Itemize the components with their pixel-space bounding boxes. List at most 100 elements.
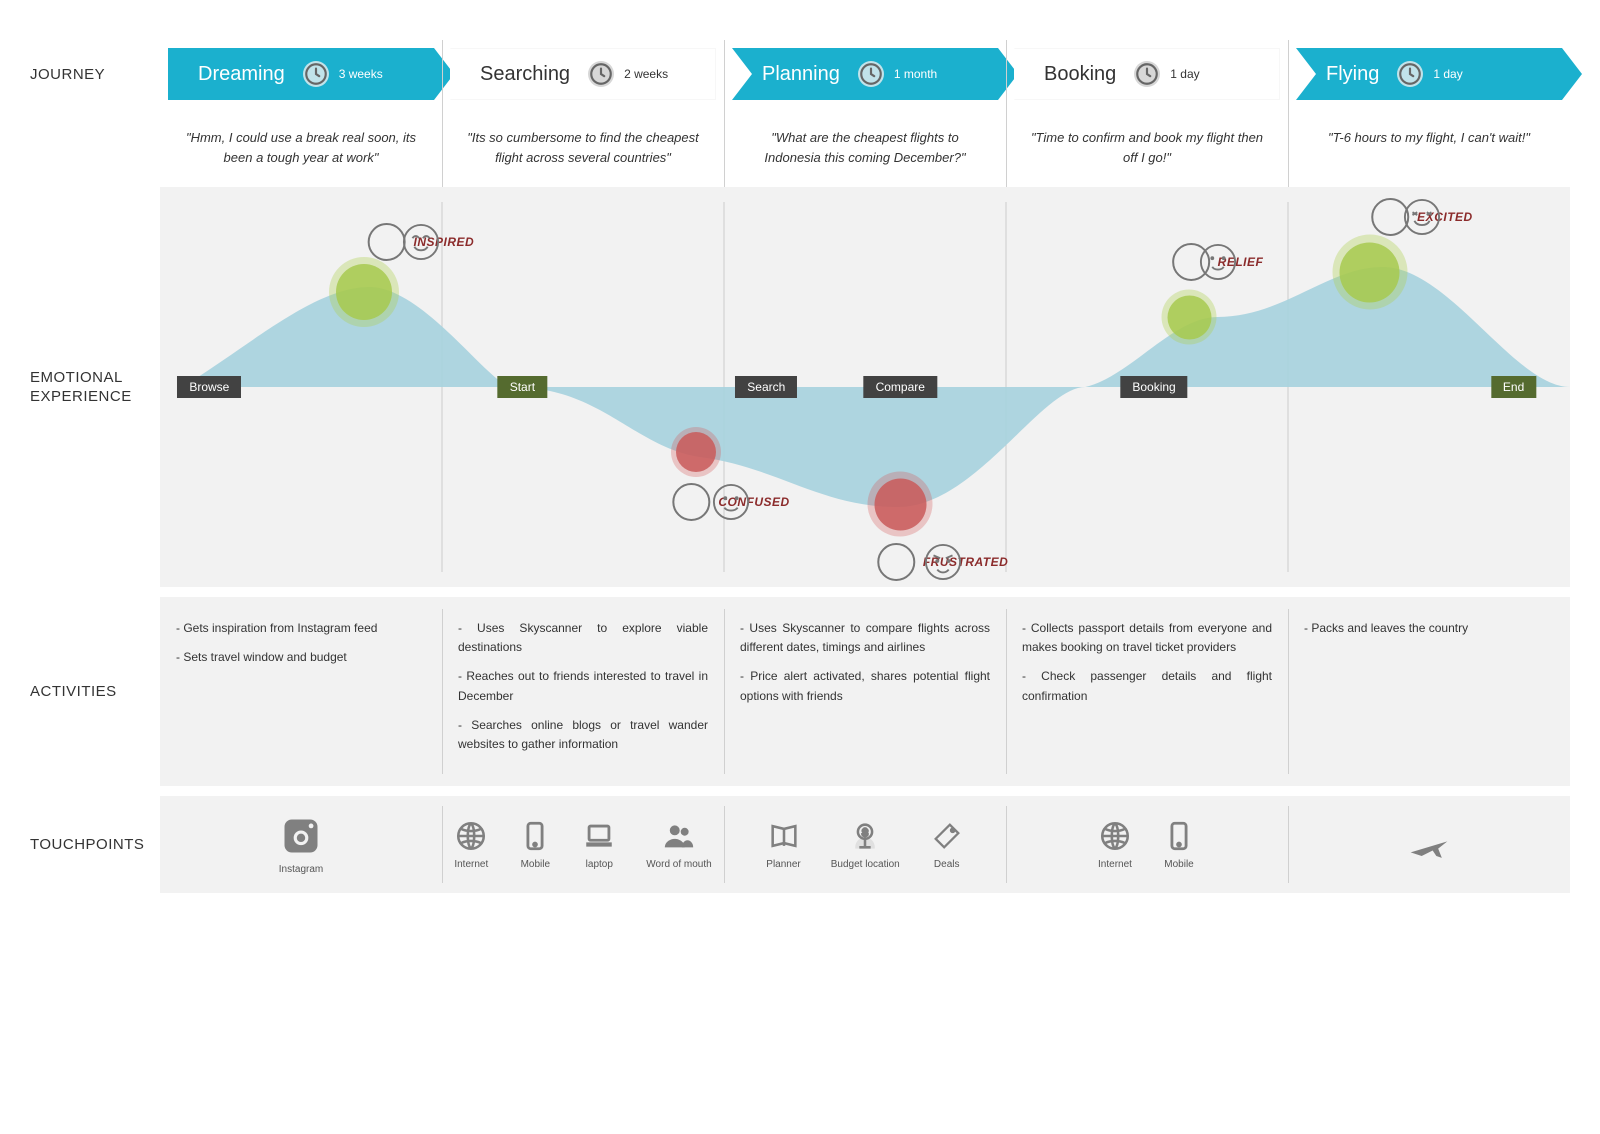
stage-title: Dreaming xyxy=(198,63,285,86)
quote-stage: "Hmm, I could use a break real soon, its… xyxy=(160,108,442,187)
touchpoint-stage: Internet Mobile xyxy=(1006,796,1288,893)
planner-icon xyxy=(767,819,801,853)
row-label-emotional: EMOTIONALEXPERIENCE xyxy=(30,187,160,587)
emotion-face: FRUSTRATED xyxy=(877,543,1008,581)
row-label-journey: JOURNEY xyxy=(30,40,160,108)
clock-icon xyxy=(858,61,884,87)
mobile-icon xyxy=(1162,819,1196,853)
touchpoint-stage xyxy=(1288,796,1570,893)
activity-item: - Packs and leaves the country xyxy=(1304,619,1554,638)
laptop-icon xyxy=(582,819,616,853)
stage-arrow: Booking 1 day xyxy=(1014,48,1280,100)
stage-arrow: Planning 1 month xyxy=(732,48,998,100)
activity-stage: - Collects passport details from everyon… xyxy=(1006,597,1288,786)
touchpoint-label: laptop xyxy=(586,859,613,870)
activity-item: - Sets travel window and budget xyxy=(176,648,426,667)
touchpoint-stage: Instagram xyxy=(160,796,442,893)
activity-item: - Uses Skyscanner to compare flights acr… xyxy=(740,619,990,657)
stage-duration: 3 weeks xyxy=(339,67,383,81)
touchpoint-label: Instagram xyxy=(279,864,323,875)
stage-duration: 1 day xyxy=(1170,67,1199,81)
stage-quote: "Hmm, I could use a break real soon, its… xyxy=(184,128,418,167)
quote-stages: "Hmm, I could use a break real soon, its… xyxy=(160,108,1570,187)
activity-item: - Reaches out to friends interested to t… xyxy=(458,667,708,705)
activity-item: - Uses Skyscanner to explore viable dest… xyxy=(458,619,708,657)
emotion-face: RELIEF xyxy=(1172,243,1264,281)
emotion-face: CONFUSED xyxy=(672,483,789,521)
stage-quote: "Time to confirm and book my flight then… xyxy=(1030,128,1264,167)
touchpoint-item xyxy=(1407,823,1451,867)
stage-arrow: Dreaming 3 weeks xyxy=(168,48,434,100)
instagram-icon xyxy=(279,814,323,858)
emotion-face: EXCITED xyxy=(1371,198,1473,236)
activity-stage: - Uses Skyscanner to compare flights acr… xyxy=(724,597,1006,786)
touchpoint-label: Mobile xyxy=(521,859,550,870)
emotion-bubble xyxy=(1332,235,1407,310)
touchpoint-label: Word of mouth xyxy=(646,859,711,870)
plane-icon xyxy=(1407,823,1451,867)
journey-stages: Dreaming 3 weeks Searching 2 weeks Plann… xyxy=(160,40,1570,108)
face-icon-confused xyxy=(672,483,710,521)
stage-title: Booking xyxy=(1044,63,1116,86)
stage-quote: "T-6 hours to my flight, I can't wait!" xyxy=(1312,128,1546,148)
activity-item: - Check passenger details and flight con… xyxy=(1022,667,1272,705)
quote-stage: "Time to confirm and book my flight then… xyxy=(1006,108,1288,187)
journey-stage: Flying 1 day xyxy=(1288,40,1570,108)
touchpoint-label: Mobile xyxy=(1164,859,1193,870)
touchpoint-item: Internet xyxy=(454,819,488,870)
row-label-touchpoints: TOUCHPOINTS xyxy=(30,796,160,893)
emotion-marker: Booking xyxy=(1120,376,1187,398)
emotion-marker: Start xyxy=(498,376,547,398)
stage-quote: "Its so cumbersome to find the cheapest … xyxy=(466,128,700,167)
face-icon-relief xyxy=(1172,243,1210,281)
activity-stages: - Gets inspiration from Instagram feed - … xyxy=(160,597,1570,786)
touchpoints-row: TOUCHPOINTS Instagram Internet Mobile la… xyxy=(30,796,1570,893)
touchpoint-item: Planner xyxy=(766,819,800,870)
stage-duration: 2 weeks xyxy=(624,67,668,81)
touchpoint-item: Instagram xyxy=(279,814,323,875)
emotional-container: BrowseStartSearchCompareBookingEnd INSPI… xyxy=(160,187,1570,587)
journey-stage: Booking 1 day xyxy=(1006,40,1288,108)
activity-stage: - Gets inspiration from Instagram feed - … xyxy=(160,597,442,786)
journey-stage: Planning 1 month xyxy=(724,40,1006,108)
clock-icon xyxy=(1134,61,1160,87)
stage-duration: 1 day xyxy=(1433,67,1462,81)
stage-arrow: Searching 2 weeks xyxy=(450,48,716,100)
clock-icon xyxy=(588,61,614,87)
row-label-quotes xyxy=(30,108,160,187)
activity-stage: - Packs and leaves the country xyxy=(1288,597,1570,786)
emotion-marker: Compare xyxy=(864,376,937,398)
touchpoint-stage: Planner $ Budget location Deals xyxy=(724,796,1006,893)
activity-item: - Price alert activated, shares potentia… xyxy=(740,667,990,705)
activity-item: - Searches online blogs or travel wander… xyxy=(458,716,708,754)
journey-stage: Searching 2 weeks xyxy=(442,40,724,108)
activity-list: - Packs and leaves the country xyxy=(1304,619,1554,638)
mobile-icon xyxy=(518,819,552,853)
activity-list: - Uses Skyscanner to compare flights acr… xyxy=(740,619,990,706)
clock-icon xyxy=(1397,61,1423,87)
activities-row: ACTIVITIES - Gets inspiration from Insta… xyxy=(30,597,1570,786)
activity-list: - Collects passport details from everyon… xyxy=(1022,619,1272,706)
quote-stage: "Its so cumbersome to find the cheapest … xyxy=(442,108,724,187)
stage-title: Flying xyxy=(1326,63,1379,86)
activity-item: - Gets inspiration from Instagram feed xyxy=(176,619,426,638)
stage-duration: 1 month xyxy=(894,67,937,81)
touchpoint-item: Mobile xyxy=(518,819,552,870)
touchpoint-item: laptop xyxy=(582,819,616,870)
touchpoint-item: Internet xyxy=(1098,819,1132,870)
touchpoint-stage: Internet Mobile laptop Word of mouth xyxy=(442,796,724,893)
clock-icon xyxy=(303,61,329,87)
touchpoint-item: Mobile xyxy=(1162,819,1196,870)
touchpoint-label: Planner xyxy=(766,859,800,870)
stage-quote: "What are the cheapest flights to Indone… xyxy=(748,128,982,167)
stage-title: Planning xyxy=(762,63,840,86)
tag-icon xyxy=(930,819,964,853)
emotion-marker: Search xyxy=(735,376,797,398)
touchpoint-item: $ Budget location xyxy=(831,819,900,870)
touchpoint-item: Deals xyxy=(930,819,964,870)
touchpoint-label: Budget location xyxy=(831,859,900,870)
touchpoint-label: Internet xyxy=(1098,859,1132,870)
touchpoint-stages: Instagram Internet Mobile laptop Word of… xyxy=(160,796,1570,893)
touchpoint-label: Internet xyxy=(454,859,488,870)
emotion-marker: End xyxy=(1491,376,1536,398)
